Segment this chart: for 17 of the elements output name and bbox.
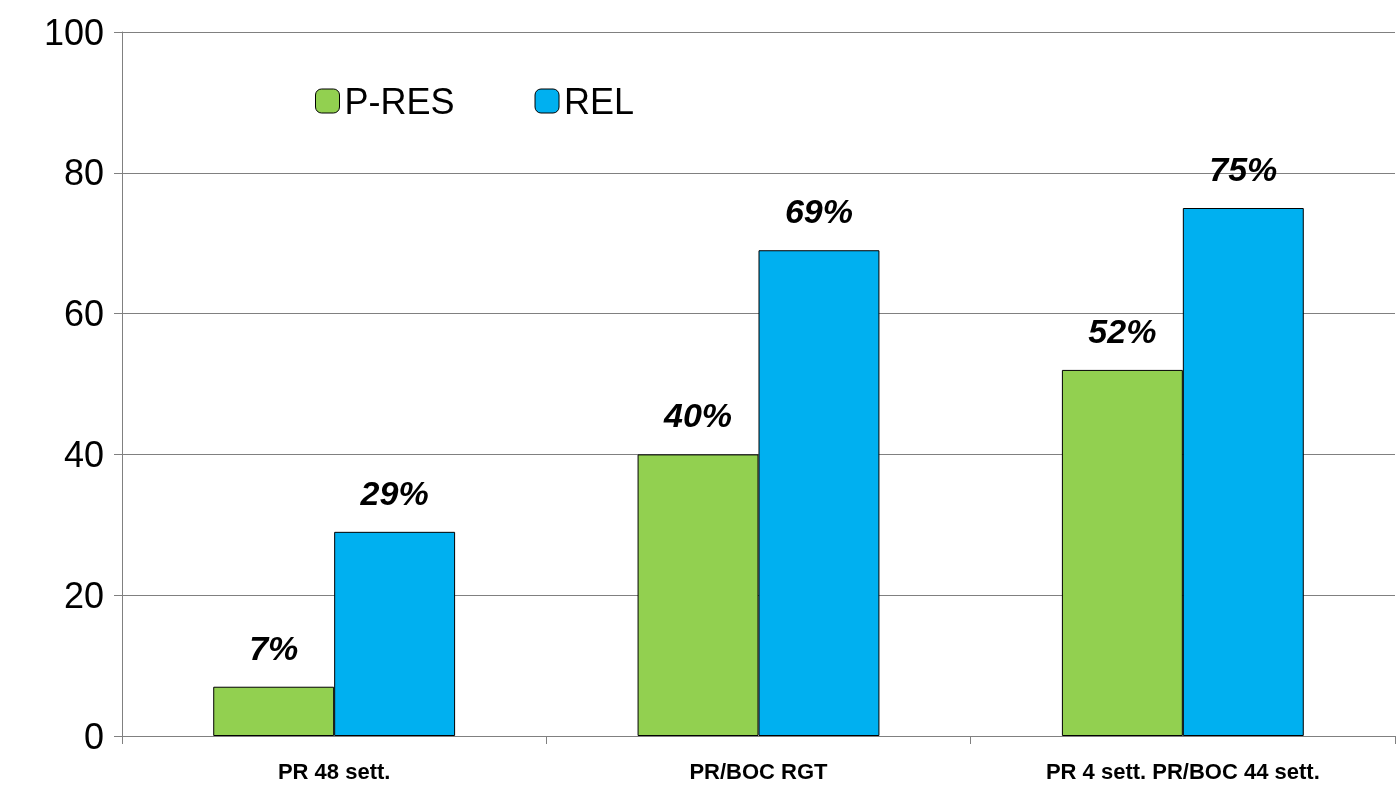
data-label: 29% [359,473,429,512]
x-tick-label: PR 48 sett. [277,758,391,784]
y-tick-label: 20 [63,574,104,616]
legend-label: REL [564,80,635,122]
data-label: 40% [663,396,733,435]
y-tick-label: 60 [63,293,104,335]
x-tick-label: PR/BOC RGT [689,758,829,784]
data-label: 52% [1088,311,1157,350]
y-tick-label: 40 [63,433,104,475]
y-tick-label: 100 [43,11,104,53]
data-label: 69% [784,192,853,231]
y-tick-label: 80 [63,152,104,194]
y-tick-label: 0 [83,715,104,757]
legend-label: P-RES [344,80,455,122]
x-tick-label: PR 4 sett. PR/BOC 44 sett. [1045,758,1320,784]
data-label: 75% [1209,150,1278,188]
data-label: 7% [249,628,299,667]
